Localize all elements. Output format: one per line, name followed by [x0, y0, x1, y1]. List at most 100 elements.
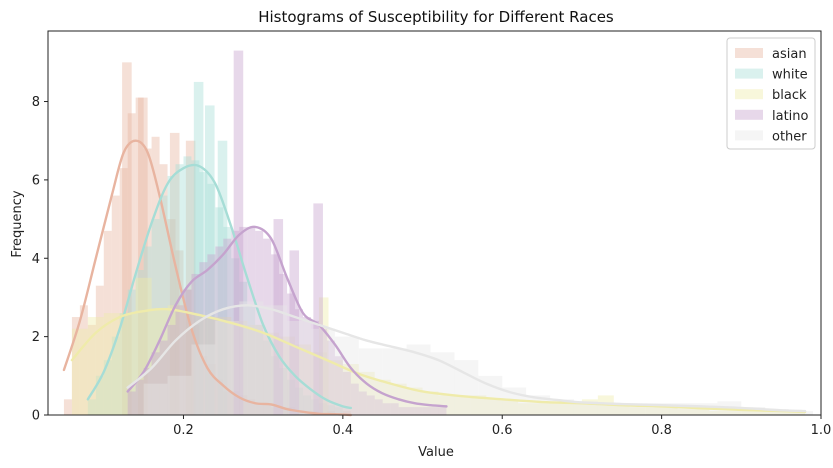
bar-latino	[366, 395, 375, 415]
bar-latino	[255, 230, 264, 415]
bar-white	[271, 356, 280, 415]
bar-black	[486, 399, 503, 415]
bar-other	[167, 375, 192, 415]
bar-black	[534, 403, 551, 415]
bar-latino	[175, 305, 184, 415]
bar-black	[677, 409, 694, 415]
bar-other	[143, 383, 168, 415]
bar-white	[279, 367, 288, 415]
bar-asian	[231, 391, 240, 415]
bar-white	[217, 140, 228, 415]
chart-title: Histograms of Susceptibility for Differe…	[258, 8, 614, 26]
bar-other	[478, 375, 503, 415]
bar-asian	[111, 195, 120, 415]
bar-latino	[167, 324, 176, 415]
bar-latino	[374, 399, 383, 415]
bar-asian	[342, 411, 351, 415]
bar-black	[342, 364, 359, 415]
bar-asian	[169, 132, 180, 415]
bar-white	[287, 379, 296, 415]
bar-other	[454, 360, 479, 415]
bar-white	[119, 313, 128, 415]
bar-black	[741, 411, 758, 415]
bar-latino	[273, 219, 284, 415]
kde-line-asian	[62, 139, 353, 417]
bar-asian	[95, 285, 104, 415]
bar-asian	[191, 324, 200, 415]
bar-latino	[289, 250, 300, 415]
bar-latino	[313, 203, 323, 415]
bar-white	[204, 105, 215, 415]
bar-black	[87, 317, 104, 415]
bar-latino	[233, 50, 244, 416]
bar-white	[326, 405, 335, 415]
bar-white	[143, 246, 152, 415]
bar-black	[693, 409, 710, 415]
x-tick-label: 0.6	[492, 423, 513, 438]
bar-white	[255, 324, 264, 415]
bar-asian	[143, 148, 152, 416]
legend-box	[726, 37, 816, 150]
bar-black	[71, 328, 88, 415]
bar-black	[550, 403, 566, 415]
legend-label-latino: latino	[772, 109, 809, 124]
bar-white	[95, 375, 104, 415]
bar-black	[374, 379, 391, 415]
bar-latino	[239, 226, 248, 415]
kde-curves	[62, 139, 807, 417]
bar-asian	[247, 399, 256, 415]
bar-asian	[271, 407, 280, 415]
kde-line-black	[70, 307, 807, 414]
bar-latino	[406, 407, 415, 415]
bar-black	[295, 344, 311, 415]
bar-asian	[87, 324, 96, 415]
bar-asian	[175, 250, 184, 415]
bar-asian	[295, 411, 304, 415]
bar-latino	[382, 403, 391, 415]
bar-asian	[71, 317, 80, 415]
plot-frame	[47, 30, 822, 416]
bar-asian	[159, 164, 168, 415]
bar-white	[175, 164, 184, 415]
bar-asian	[199, 356, 208, 415]
bar-latino	[287, 293, 296, 415]
bar-black	[318, 297, 329, 415]
bar-latino	[143, 367, 152, 415]
bar-latino	[215, 246, 224, 415]
bar-white	[231, 258, 240, 415]
bar-black	[629, 407, 646, 415]
kde-line-other	[126, 304, 807, 413]
bar-asian	[119, 168, 128, 415]
bar-latino	[350, 383, 359, 415]
kde-line-white	[86, 163, 353, 410]
bar-black	[645, 407, 662, 415]
bar-white	[310, 399, 319, 415]
bar-white	[199, 172, 208, 415]
y-axis-ticks: 0 2 4 6 8	[32, 95, 48, 424]
legend: asian white black latino other	[726, 37, 816, 150]
bar-black	[406, 387, 423, 415]
bar-latino	[263, 238, 272, 415]
bar-other	[358, 348, 383, 415]
bar-latino	[358, 391, 367, 415]
bar-black	[231, 320, 248, 415]
x-axis-label: Value	[418, 445, 454, 460]
bar-latino	[199, 262, 208, 415]
bar-latino	[334, 356, 343, 415]
bar-asian	[185, 140, 196, 415]
bar-white	[87, 399, 96, 415]
bar-latino	[295, 309, 304, 415]
bar-white	[111, 336, 120, 415]
y-tick-label: 2	[32, 330, 40, 345]
bar-asian	[79, 305, 88, 415]
bar-other	[430, 352, 455, 415]
bar-black	[613, 403, 630, 415]
bar-latino	[390, 403, 399, 415]
bar-black	[279, 336, 296, 415]
bar-other	[287, 320, 311, 415]
bar-latino	[303, 317, 311, 415]
bar-latino	[183, 289, 192, 415]
bar-latino	[247, 226, 256, 415]
bar-asian	[135, 97, 144, 416]
